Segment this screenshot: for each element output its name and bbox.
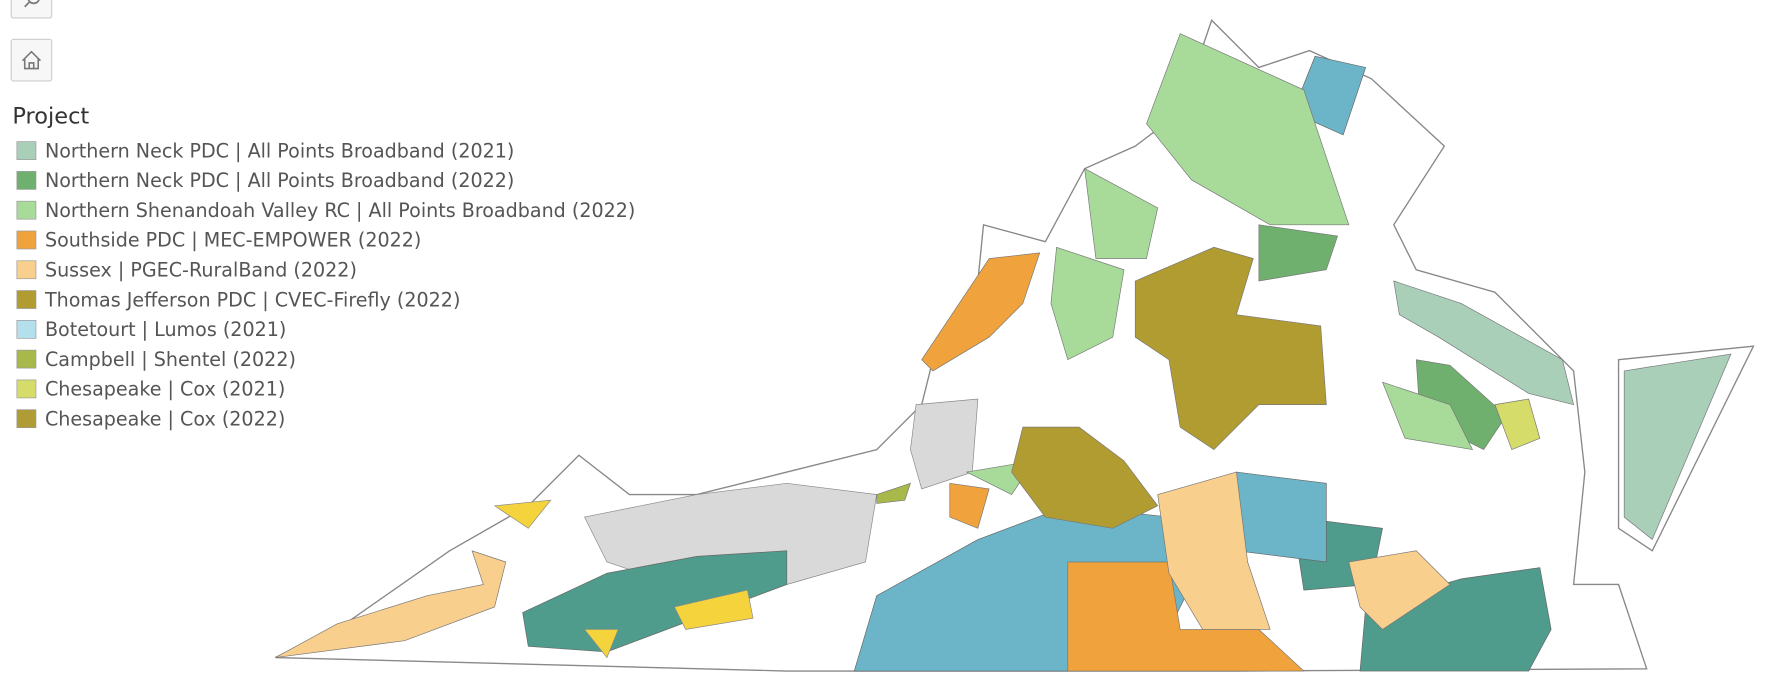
legend-swatch xyxy=(16,230,37,250)
map xyxy=(275,18,1755,672)
legend-swatch xyxy=(16,409,37,429)
legend-label: Northern Shenandoah Valley RC | All Poin… xyxy=(45,199,635,222)
legend-label: Chesapeake | Cox (2022) xyxy=(45,407,285,430)
project-area xyxy=(1494,398,1541,451)
legend-title: Project xyxy=(12,104,89,130)
region-yellow xyxy=(493,499,754,659)
project-area xyxy=(1258,224,1507,451)
legend-label: Campbell | Shentel (2022) xyxy=(45,348,296,371)
legend-swatch xyxy=(16,260,37,280)
project-area xyxy=(1011,246,1327,529)
legend-swatch xyxy=(16,171,37,190)
legend-label: Northern Neck PDC | All Points Broadband… xyxy=(45,139,514,162)
legend-swatch xyxy=(16,349,37,369)
canvas: Project Northern Neck PDC | All Points B… xyxy=(10,0,1755,672)
legend-label: Northern Neck PDC | All Points Broadband… xyxy=(45,169,514,192)
legend-swatch xyxy=(16,320,37,339)
project-area xyxy=(876,482,911,504)
project-area xyxy=(275,471,1451,658)
home-button[interactable] xyxy=(10,38,53,82)
legend-swatch xyxy=(16,141,37,160)
legend-swatch xyxy=(16,379,37,399)
legend-swatch xyxy=(16,200,37,220)
project-area xyxy=(965,33,1474,495)
legend-label: Chesapeake | Cox (2021) xyxy=(45,378,285,401)
legend-swatch xyxy=(16,290,37,309)
legend: Northern Neck PDC | All Points Broadband… xyxy=(16,139,635,430)
search-button[interactable] xyxy=(10,0,53,19)
legend-label: Botetourt | Lumos (2021) xyxy=(45,318,286,341)
legend-label: Southside PDC | MEC-EMPOWER (2022) xyxy=(45,229,421,252)
legend-label: Sussex | PGEC-RuralBand (2022) xyxy=(45,259,357,282)
legend-label: Thomas Jefferson PDC | CVEC-Firefly (202… xyxy=(44,288,460,311)
project-area xyxy=(1393,280,1732,541)
